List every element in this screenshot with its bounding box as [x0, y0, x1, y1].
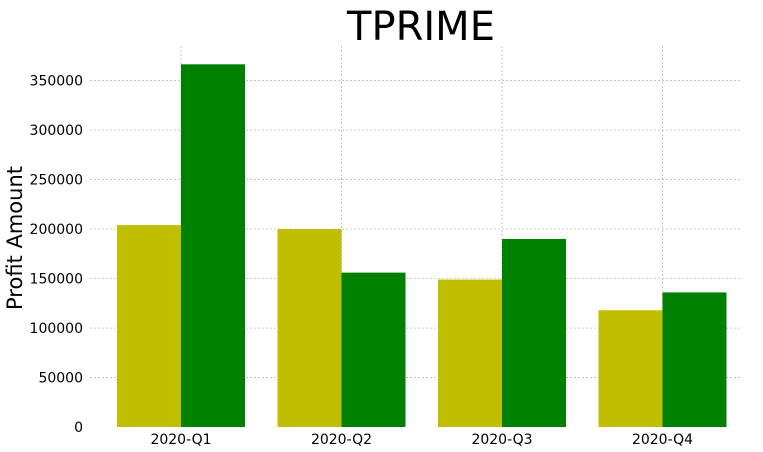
x-tick-label: 2020-Q1	[150, 432, 211, 448]
y-tick-label: 350000	[30, 74, 83, 90]
bar-series-1-2020-Q4	[598, 310, 663, 427]
bar-series-2-2020-Q4	[662, 292, 727, 427]
y-tick-label: 50000	[38, 371, 83, 387]
x-tick-label: 2020-Q3	[471, 432, 532, 448]
y-tick-label: 300000	[30, 123, 83, 139]
bar-series-2-2020-Q1	[181, 64, 245, 427]
x-tick-label: 2020-Q2	[311, 432, 372, 448]
y-axis-ticks: 0 50000 100000 150000 200000 250000 300000 3500…	[30, 74, 83, 436]
bar-series-2-2020-Q3	[502, 238, 566, 427]
bars	[117, 64, 727, 427]
bar-series-1-2020-Q3	[438, 279, 502, 427]
bar-series-1-2020-Q1	[117, 225, 181, 427]
x-tick-label: 2020-Q4	[632, 432, 693, 448]
y-tick-label: 250000	[30, 173, 83, 189]
bar-series-2-2020-Q2	[341, 272, 406, 427]
chart-title: TPRIME	[346, 4, 495, 50]
y-axis-label: Profit Amount	[3, 166, 27, 310]
y-tick-label: 200000	[30, 222, 83, 238]
y-tick-label: 0	[74, 420, 83, 436]
x-axis-ticks: 2020-Q1 2020-Q2 2020-Q3 2020-Q4	[150, 432, 693, 448]
y-tick-label: 150000	[30, 272, 83, 288]
y-tick-label: 100000	[30, 321, 83, 337]
bar-series-1-2020-Q2	[277, 229, 342, 427]
